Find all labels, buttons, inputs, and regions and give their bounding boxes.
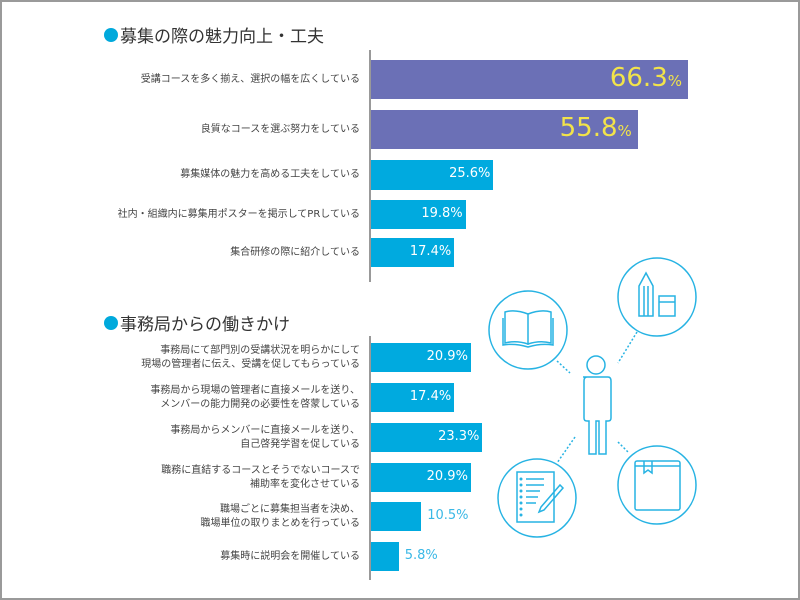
- category-label: 事務局からメンバーに直接メールを送り、 自己啓発学習を促している: [170, 424, 360, 450]
- data-label: 66.3%: [610, 63, 682, 93]
- data-label: 20.9%: [426, 468, 468, 484]
- bar: [371, 542, 399, 571]
- title-text: 募集の際の魅力向上・工夫: [120, 27, 324, 47]
- value-number: 66.3: [609, 62, 668, 93]
- closed-book-icon: [617, 445, 697, 525]
- bar: [371, 238, 455, 267]
- bar: [371, 463, 471, 492]
- data-label: 19.8%: [421, 205, 463, 221]
- bar: [371, 423, 483, 452]
- bar: [371, 343, 471, 372]
- category-label: 職務に直結するコースとそうでないコースで 補助率を変化させている: [161, 464, 360, 490]
- category-label: 募集時に説明会を開催している: [220, 550, 360, 562]
- value-unit: %: [617, 121, 632, 140]
- category-label: 受講コースを多く揃え、選択の幅を広くしている: [140, 73, 360, 85]
- pencil-ruler-icon: [617, 257, 697, 337]
- data-label: 5.8%: [404, 547, 438, 563]
- category-label: 事務局にて部門別の受講状況を明らかにして 現場の管理者に伝え、受講を促してもらっ…: [141, 344, 360, 370]
- bar: [371, 200, 466, 229]
- data-label: 25.6%: [449, 166, 491, 181]
- category-label: 社内・組織内に募集用ポスターを掲示してPRしている: [117, 208, 360, 220]
- chart-title-1: 募集の際の魅力向上・工夫: [104, 22, 324, 47]
- category-label: 事務局から現場の管理者に直接メールを送り、 メンバーの能力開発の必要性を啓蒙して…: [150, 384, 360, 410]
- bullet-dot-icon: [104, 315, 118, 330]
- open-book-icon: [488, 290, 568, 370]
- value-number: 55.8: [559, 112, 618, 143]
- axis-line-2: [369, 336, 371, 580]
- bar: [371, 160, 494, 190]
- category-label: 募集媒体の魅力を高める工夫をしている: [180, 169, 360, 180]
- data-label: 10.5%: [427, 507, 469, 523]
- data-label: 17.4%: [409, 388, 452, 404]
- bullet-dot-icon: [104, 27, 118, 42]
- notepad-pen-icon: [497, 458, 577, 538]
- bar: [371, 502, 422, 531]
- chart-title-2: 事務局からの働きかけ: [104, 310, 290, 335]
- dashed-connectors: [556, 331, 638, 464]
- axis-line-1: [369, 50, 371, 282]
- category-label: 職場ごとに募集担当者を決め、 職場単位の取りまとめを行っている: [200, 503, 361, 529]
- bar: [371, 110, 638, 149]
- bar: [371, 383, 455, 412]
- category-label: 集合研修の際に紹介している: [230, 246, 360, 258]
- bar: [371, 60, 688, 99]
- person-icon: [583, 355, 612, 455]
- title-text: 事務局からの働きかけ: [120, 315, 290, 335]
- data-label: 17.4%: [409, 243, 452, 259]
- value-unit: %: [667, 71, 682, 90]
- data-label: 55.8%: [560, 113, 632, 143]
- data-label: 23.3%: [438, 428, 480, 444]
- category-label: 良質なコースを選ぶ努力をしている: [200, 123, 360, 135]
- data-label: 20.9%: [426, 348, 468, 364]
